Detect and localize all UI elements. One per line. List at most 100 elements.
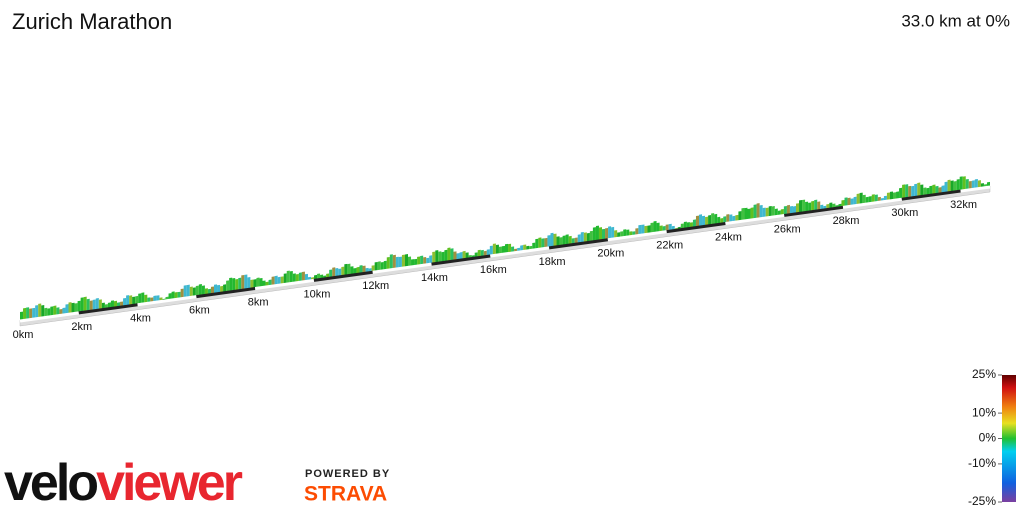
ribbon-stripe (874, 194, 878, 202)
ribbon-stripe (941, 185, 945, 193)
ribbon-stripe (859, 192, 863, 205)
ribbon-stripe (286, 270, 290, 284)
ribbon-stripe (544, 237, 548, 248)
ribbon-stripe (632, 231, 636, 236)
ribbon-stripe (547, 235, 551, 248)
x-tick-label: 12km (362, 280, 389, 292)
ribbon-stripe (35, 305, 39, 318)
ribbon-stripe (68, 302, 72, 314)
ribbon-stripe (971, 180, 975, 189)
ribbon-stripe (480, 249, 484, 257)
ribbon-stripe (438, 251, 442, 263)
ribbon-stripe (692, 219, 696, 228)
ribbon-stripe (765, 207, 769, 217)
ribbon-stripe (453, 251, 457, 261)
ribbon-stripe (968, 181, 972, 189)
ribbon-stripe (541, 238, 545, 248)
ribbon-stripe (371, 265, 375, 272)
ribbon-stripe (820, 204, 824, 210)
ribbon-stripe (653, 220, 657, 233)
ribbon-stripe (771, 206, 775, 217)
ribbon-stripe (902, 184, 906, 199)
ribbon-stripe (744, 207, 748, 220)
ribbon-stripe (274, 275, 278, 285)
ribbon-stripe (250, 279, 254, 289)
ribbon-stripe (938, 187, 942, 194)
ribbon-stripe (259, 277, 263, 287)
ribbon-stripe (23, 307, 27, 320)
ribbon-stripe (362, 265, 366, 273)
ribbon-stripe (253, 279, 257, 288)
elevation-ribbon (19, 176, 991, 327)
colorbar-label: 25% (972, 367, 996, 381)
ribbon-stripe (777, 210, 781, 216)
ribbon-stripe (74, 303, 78, 313)
ribbon-stripe (447, 247, 451, 261)
ribbon-stripe (144, 294, 148, 303)
ribbon-stripe (686, 222, 690, 228)
distance-segment (901, 189, 961, 201)
ribbon-stripe (668, 223, 672, 231)
ribbon-stripe (192, 287, 196, 297)
x-tick-label: 30km (891, 207, 918, 219)
ribbon-stripe (741, 207, 745, 221)
ribbon-stripe (29, 308, 33, 319)
ribbon-stripe (950, 180, 954, 192)
ribbon-stripe (689, 222, 693, 228)
ribbon-stripe (811, 200, 815, 211)
ribbon-stripe (629, 231, 633, 236)
ribbon-stripe (965, 178, 969, 190)
ribbon-stripe (156, 295, 160, 302)
ribbon-stripe (768, 205, 772, 217)
ribbon-stripe (277, 276, 281, 285)
ribbon-stripe (326, 273, 330, 278)
summary: 33.0 km at 0% (901, 11, 1010, 30)
distance-segment (431, 254, 491, 266)
ribbon-stripe (207, 288, 211, 295)
ribbon-stripe (395, 256, 399, 269)
ribbon-stripe (459, 252, 463, 260)
ribbon-stripe (113, 300, 117, 308)
ribbon-stripe (492, 243, 496, 255)
ribbon-stripe (404, 254, 408, 267)
ribbon-stripe (508, 243, 512, 253)
ribbon-stripe (335, 267, 339, 277)
x-tick-label: 32km (950, 199, 977, 211)
ribbon-stripe (41, 305, 45, 318)
ribbon-stripe (814, 199, 818, 211)
ribbon-stripe (238, 277, 242, 290)
ribbon-stripe (695, 215, 699, 227)
colorbar-label: -10% (968, 456, 996, 470)
x-tick-label: 2km (71, 321, 92, 333)
ribbon-stripe (559, 237, 563, 246)
ribbon-stripe (714, 213, 718, 225)
ribbon-stripe (377, 261, 381, 271)
ribbon-stripe (174, 292, 178, 299)
ribbon-stripe (298, 272, 302, 282)
ribbon-stripe (980, 183, 984, 188)
ribbon-stripe (914, 183, 918, 197)
ribbon-stripe (365, 267, 369, 273)
ribbon-stripe (408, 256, 412, 267)
ribbon-stripe (280, 276, 284, 284)
ribbon-stripe (538, 237, 542, 249)
ribbon-stripe (223, 284, 227, 292)
ribbon-stripe (247, 277, 251, 289)
distance-segment (960, 185, 991, 193)
ribbon-stripe (917, 182, 921, 197)
ribbon-stripe (753, 204, 757, 219)
ribbon-stripe (220, 285, 224, 293)
x-tick-label: 6km (189, 305, 210, 317)
ribbon-stripe (511, 246, 515, 253)
ribbon-stripe (120, 301, 124, 307)
ribbon-stripe (32, 307, 36, 319)
ribbon-stripe (123, 297, 127, 306)
ribbon-stripe (271, 276, 275, 286)
ribbon-stripe (644, 225, 648, 234)
ribbon-stripe (301, 271, 305, 282)
ribbon-stripe (426, 257, 430, 264)
ribbon-stripe (107, 302, 111, 308)
ribbon-stripe (829, 202, 833, 209)
logo: veloviewer (4, 454, 243, 512)
ribbon-stripe (229, 277, 233, 292)
